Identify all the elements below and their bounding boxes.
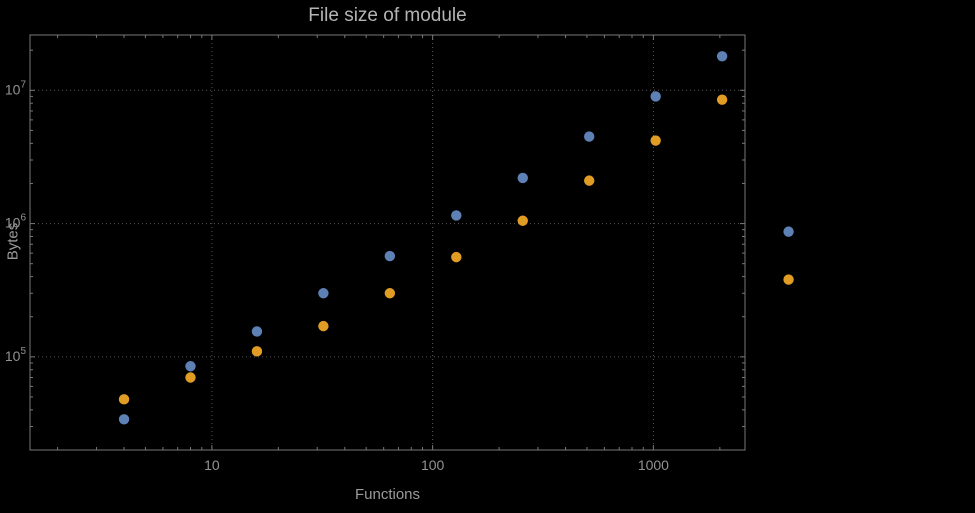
chart-title: File size of module bbox=[308, 5, 467, 26]
y-tick-label: 105 bbox=[5, 346, 27, 364]
plot-frame bbox=[29, 34, 746, 451]
data-point-series-orange bbox=[185, 372, 196, 383]
data-point-series-orange bbox=[318, 320, 329, 332]
x-tick-label: 1000 bbox=[638, 457, 669, 473]
data-point-series-orange bbox=[650, 135, 661, 146]
data-point-series-blue bbox=[384, 250, 396, 262]
x-tick-label: 10 bbox=[204, 457, 220, 473]
data-point-series-orange bbox=[384, 288, 396, 299]
data-point-series-blue bbox=[118, 414, 130, 425]
data-point-series-blue bbox=[251, 326, 263, 337]
y-tick-label: 106 bbox=[5, 213, 27, 231]
x-tick-label: 100 bbox=[421, 457, 445, 473]
data-point-series-orange bbox=[451, 251, 462, 263]
data-point-series-blue bbox=[318, 288, 329, 299]
data-point-series-blue bbox=[716, 51, 728, 62]
data-point-series-orange bbox=[251, 346, 263, 357]
data-point-series-blue bbox=[650, 91, 661, 102]
data-point-series-orange bbox=[118, 394, 130, 405]
data-point-series-orange bbox=[783, 274, 794, 285]
data-point-series-orange bbox=[716, 94, 728, 105]
x-axis-label: Functions bbox=[354, 486, 421, 503]
data-point-series-orange bbox=[517, 215, 528, 226]
data-point-series-blue bbox=[517, 172, 528, 184]
data-point-series-orange bbox=[584, 175, 595, 186]
data-point-series-blue bbox=[451, 210, 462, 221]
data-point-series-blue bbox=[584, 131, 595, 142]
y-tick-label: 107 bbox=[5, 79, 27, 97]
data-point-series-blue bbox=[783, 226, 794, 237]
data-point-series-blue bbox=[185, 361, 196, 372]
